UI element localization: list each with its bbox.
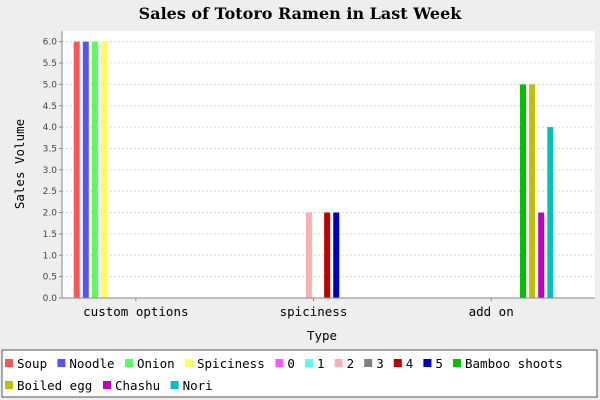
y-tick-label: 3.5 [43,144,57,154]
legend-swatch [103,381,111,389]
legend-swatch [453,359,461,367]
legend-box [1,349,598,398]
legend-items: Soup Noodle Onion Spiciness 0 1 2 3 4 5 Bamboo sho… [5,356,563,393]
y-tick-label: 0.5 [43,273,57,283]
legend-swatch [125,359,133,367]
legend-swatch [305,359,313,367]
y-tick-label: 6.0 [43,38,58,48]
x-category-label: spiciness [280,304,348,319]
bar [82,41,89,299]
y-tick-label: 1.0 [43,251,58,261]
gridlines [62,41,595,278]
y-tick-label: 2.0 [43,209,58,219]
x-category-label: add on [469,304,514,319]
y-tick-label: 4.5 [43,102,57,112]
legend-label: 0 [287,356,295,371]
legend-swatch [393,359,402,367]
chart-title: Sales of Totoro Ramen in Last Week [139,4,463,23]
legend-label: 1 [317,356,325,371]
y-tick-label: 4.0 [43,123,58,133]
y-axis-title: Sales Volume [12,119,27,209]
bars [73,41,554,299]
legend-swatch [275,359,284,367]
x-axis-categories: custom options spiciness add on [83,298,514,319]
bar [73,41,80,299]
y-tick-label: 2.5 [43,187,57,197]
bar [324,212,331,298]
legend-label: Spiciness [197,356,265,371]
y-tick-label: 5.0 [43,80,58,90]
legend-label: 4 [406,356,414,371]
y-tick-label: 1.5 [43,230,57,240]
legend-swatch [170,381,179,389]
legend-label: Bamboo shoots [465,356,563,371]
legend-swatch [185,359,193,367]
legend-label: 3 [376,356,384,371]
legend-swatch [423,359,432,367]
legend-label: Chashu [115,378,160,393]
legend-label: 2 [347,356,355,371]
bar [529,84,536,299]
bar [333,212,340,298]
y-axis-ticks: 0.0 0.5 1.0 1.5 2.0 2.5 3.0 3.5 4.0 4.5 5.0 5.5 6.0 [43,38,62,304]
y-tick-label: 0.0 [43,294,58,304]
legend-label: Noodle [69,356,114,371]
bar [305,212,312,298]
bar [547,127,554,299]
legend: Soup Noodle Onion Spiciness 0 1 2 3 4 5 Bamboo sho… [1,349,598,398]
x-category-label: custom options [83,304,188,319]
bar [100,41,107,299]
bar [91,41,98,299]
legend-label: Onion [137,356,175,371]
plot-area [61,31,595,299]
legend-swatch [5,381,13,389]
y-tick-label: 3.0 [43,166,58,176]
legend-label: 5 [435,356,443,371]
legend-label: Boiled egg [17,378,92,393]
legend-swatch [57,359,66,367]
legend-swatch [334,359,343,367]
legend-swatch [5,359,13,367]
legend-label: Nori [183,378,213,393]
x-axis-title: Type [307,328,337,343]
legend-label: Soup [17,356,47,371]
y-tick-label: 5.5 [43,59,57,69]
legend-swatch [364,359,373,367]
bar [538,212,545,298]
bar [520,84,527,299]
